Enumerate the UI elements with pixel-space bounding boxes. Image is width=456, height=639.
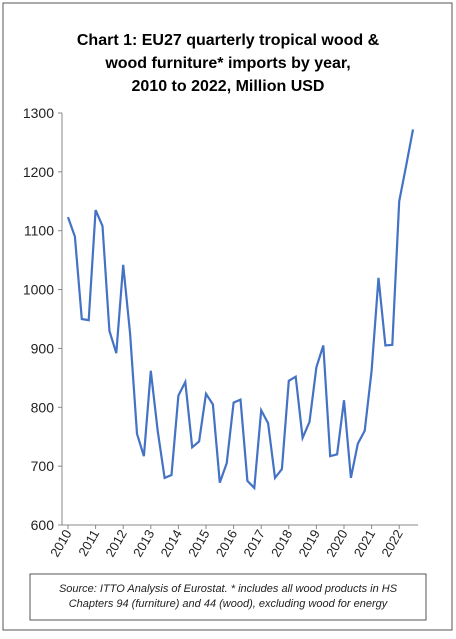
- x-tick-label: 2011: [75, 527, 102, 559]
- chart-border: [2, 2, 453, 631]
- y-tick-label: 600: [31, 517, 55, 533]
- note: Chapters 94 (furniture) and 44 (wood), e…: [69, 598, 389, 610]
- line: [66, 129, 415, 491]
- x-tick-label: 2020: [323, 527, 350, 560]
- chart-title: Chart 1: EU27 quarterly tropical wood &: [77, 32, 380, 49]
- y-tick-label: 900: [31, 340, 55, 356]
- x-tick-label: 2017: [240, 527, 267, 560]
- chart-title: 2010 to 2022, Million USD: [132, 78, 325, 95]
- x-tick-label: 2013: [130, 527, 157, 560]
- x-tick-label: 2012: [102, 527, 129, 560]
- chart-title: wood furniture* imports by year,: [104, 55, 350, 72]
- x-tick-label: 2021: [351, 527, 378, 560]
- x-tick-label: 2022: [378, 527, 405, 560]
- x-tick-label: 2015: [185, 527, 212, 560]
- x-tick-label: 2019: [296, 527, 323, 560]
- y-tick-label: 700: [31, 458, 55, 474]
- y-tick-label: 1000: [23, 282, 54, 298]
- x-tick-label: 2014: [158, 527, 185, 560]
- note-border: [29, 573, 427, 621]
- note: Source: ITTO Analysis of Eurostat. * inc…: [59, 583, 398, 595]
- x-tick-label: 2016: [213, 527, 240, 560]
- y-tick-label: 1300: [23, 105, 54, 121]
- y-tick-label: 800: [31, 399, 55, 415]
- y-tick-label: 1100: [24, 223, 54, 239]
- x-tick-label: 2018: [268, 527, 295, 560]
- y-tick-label: 1200: [23, 164, 54, 180]
